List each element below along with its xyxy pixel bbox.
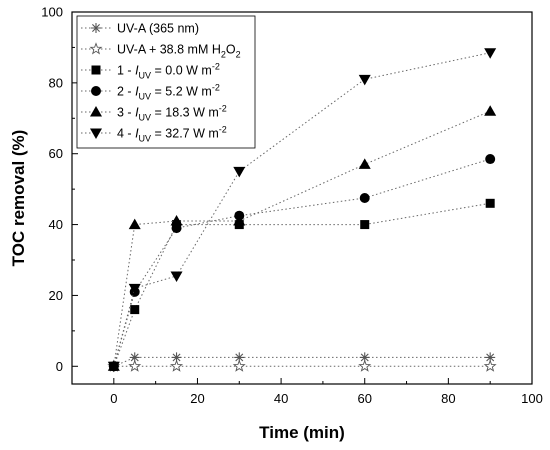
data-point [171, 352, 182, 363]
plot-frame [71, 11, 533, 385]
legend-marker [91, 86, 101, 96]
data-point [128, 283, 141, 295]
y-tick-label: 60 [49, 146, 63, 161]
data-point [359, 352, 370, 363]
data-point [484, 105, 497, 116]
axis-layer: 0 20 40 60 80 100 0 20 40 60 80 100 [41, 5, 543, 407]
legend-item: UV-A + 38.8 mM H2O2 [81, 42, 241, 60]
data-point [170, 215, 183, 226]
series-line [113, 202, 491, 367]
x-tick-label: 40 [274, 391, 288, 406]
data-point [358, 359, 372, 372]
data-point [358, 74, 371, 86]
data-point [171, 223, 182, 234]
data-point [130, 305, 140, 315]
series-2 [107, 359, 497, 372]
legend-label: 2 - IUV = 5.2 W m-2 [117, 83, 220, 102]
legend-label: 4 - IUV = 32.7 W m-2 [117, 125, 227, 144]
x-tick-label: 20 [190, 391, 204, 406]
data-point [234, 352, 245, 363]
legend-marker [91, 65, 101, 75]
series-4 [108, 154, 496, 372]
data-point [358, 158, 371, 169]
series-5 [107, 105, 497, 371]
data-point [485, 352, 496, 363]
legend-label: 1 - IUV = 0.0 W m-2 [117, 62, 220, 81]
data-point [360, 220, 370, 230]
data-point [128, 218, 141, 230]
legend-item: 3 - IUV = 18.3 W m-2 [81, 104, 227, 123]
legend-label: 3 - IUV = 18.3 W m-2 [117, 104, 227, 123]
legend-label: UV-A (365 nm) [117, 22, 199, 36]
x-tick-label: 0 [110, 391, 117, 406]
data-point [485, 154, 496, 165]
data-point [128, 359, 142, 372]
x-tick-label: 60 [357, 391, 371, 406]
legend-marker [90, 106, 102, 117]
legend-item: 4 - IUV = 32.7 W m-2 [81, 125, 227, 144]
legend-marker [91, 23, 101, 33]
series-line [113, 52, 491, 367]
x-tick-label: 100 [521, 391, 543, 406]
legend-label: UV-A + 38.8 mM H2O2 [117, 43, 241, 60]
data-point [483, 359, 497, 372]
data-point [233, 215, 246, 226]
legend-item: 2 - IUV = 5.2 W m-2 [81, 83, 220, 102]
data-point [107, 361, 120, 373]
series-line [113, 158, 491, 367]
legend-item: UV-A (365 nm) [81, 22, 199, 36]
series-layer [107, 48, 497, 373]
y-axis-title: TOC removal (%) [9, 130, 28, 267]
data-point [484, 48, 497, 59]
y-tick-label: 40 [49, 217, 63, 232]
legend-marker [90, 128, 102, 139]
series-line [113, 356, 491, 367]
legend-item: 1 - IUV = 0.0 W m-2 [81, 62, 220, 81]
x-axis-title: Time (min) [259, 423, 345, 442]
series-line [113, 110, 491, 367]
x-tick-label: 80 [441, 391, 455, 406]
y-tick-label: 80 [49, 75, 63, 90]
data-point [129, 352, 140, 363]
data-point [485, 198, 495, 208]
y-tick-label: 20 [49, 288, 63, 303]
series-1 [108, 352, 496, 372]
data-point [170, 359, 184, 372]
legend: UV-A (365 nm) UV-A + 38.8 mM H2O2 1 - IUV … [76, 15, 256, 149]
series-3 [109, 198, 495, 371]
data-point [233, 166, 246, 178]
data-point [170, 271, 183, 282]
legend-marker [89, 42, 103, 55]
series-6 [107, 48, 497, 373]
y-tick-label: 0 [56, 359, 63, 374]
data-point [232, 359, 246, 372]
y-tick-label: 100 [41, 5, 63, 20]
data-point [359, 193, 370, 203]
legend-box [76, 15, 256, 149]
